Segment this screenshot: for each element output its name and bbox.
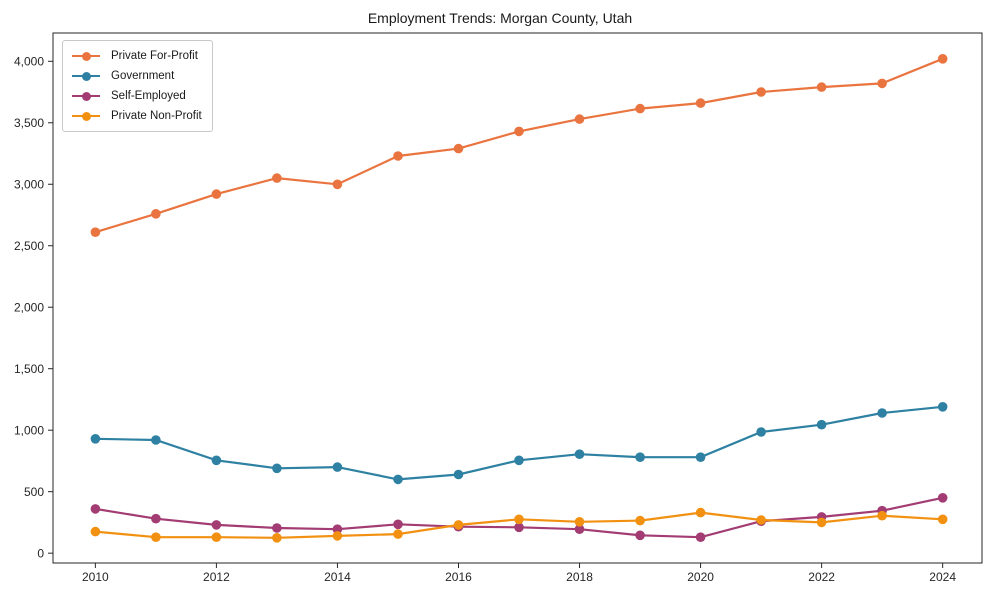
series-line-private-for-profit: [95, 57, 944, 234]
data-point-self-employed: [272, 523, 282, 533]
y-tick-label: 2,000: [14, 300, 44, 314]
data-point-government: [514, 455, 524, 466]
y-tick-label: 3,500: [14, 116, 44, 130]
data-point-private-for-profit: [635, 103, 645, 114]
data-point-government: [211, 455, 222, 466]
y-tick-label: 500: [24, 485, 44, 499]
data-point-private-non-profit: [272, 533, 282, 543]
data-point-private-non-profit: [514, 514, 524, 525]
data-point-private-non-profit: [574, 517, 585, 527]
data-point-private-for-profit: [574, 114, 585, 124]
data-point-private-for-profit: [332, 179, 343, 190]
data-point-self-employed: [211, 520, 222, 530]
plot-border: [52, 32, 983, 564]
data-point-private-non-profit: [877, 510, 887, 521]
data-point-self-employed: [635, 530, 645, 541]
legend-marker-self-employed-icon: [72, 91, 100, 101]
data-point-private-non-profit: [453, 520, 464, 530]
x-tick-label: 2016: [445, 570, 472, 584]
data-point-government: [756, 427, 766, 437]
x-tick-label: 2022: [808, 570, 835, 584]
data-point-private-non-profit: [695, 507, 706, 518]
data-point-private-for-profit: [453, 143, 464, 154]
data-point-private-non-profit: [151, 532, 161, 542]
data-point-private-for-profit: [90, 227, 101, 237]
data-point-government: [877, 408, 887, 418]
legend-marker-government-icon: [72, 71, 100, 81]
data-point-self-employed: [90, 504, 101, 514]
data-point-private-for-profit: [151, 209, 161, 219]
data-point-government: [574, 449, 585, 460]
data-point-private-for-profit: [211, 189, 222, 199]
y-tick-label: 1,000: [14, 423, 44, 437]
chart-title: Employment Trends: Morgan County, Utah: [367, 10, 633, 26]
data-point-self-employed: [937, 493, 948, 503]
x-tick-label: 2020: [687, 570, 714, 584]
y-tick-label: 1,500: [14, 362, 44, 376]
data-point-private-for-profit: [272, 173, 282, 183]
data-point-government: [393, 474, 403, 485]
data-point-private-non-profit: [90, 526, 101, 537]
legend-item-government: Government: [72, 66, 202, 86]
data-point-private-non-profit: [756, 515, 766, 525]
data-point-private-for-profit: [695, 98, 706, 108]
data-point-private-non-profit: [816, 517, 827, 528]
data-point-government: [90, 434, 101, 444]
data-point-private-for-profit: [877, 78, 887, 89]
data-point-government: [272, 463, 282, 474]
legend-item-private-non-profit: Private Non-Profit: [72, 106, 202, 126]
data-point-government: [453, 469, 464, 480]
y-tick-label: 0: [37, 546, 44, 560]
data-point-private-non-profit: [635, 515, 645, 526]
series-line-government: [95, 405, 943, 481]
data-point-self-employed: [574, 524, 585, 534]
legend-marker-private-for-profit-icon: [72, 51, 100, 61]
legend-marker-private-non-profit-icon: [72, 111, 100, 121]
legend-label-self-employed: Self-Employed: [111, 90, 186, 102]
data-point-private-for-profit: [756, 87, 766, 97]
data-point-self-employed: [695, 532, 706, 542]
legend-label-private-for-profit: Private For-Profit: [111, 50, 198, 62]
data-point-private-for-profit: [816, 82, 827, 92]
data-point-private-for-profit: [393, 151, 403, 161]
data-point-government: [151, 435, 161, 445]
data-point-self-employed: [393, 519, 403, 530]
y-tick-label: 3,000: [14, 177, 44, 191]
data-point-self-employed: [514, 522, 524, 533]
data-point-self-employed: [332, 524, 343, 534]
data-point-government: [937, 402, 948, 412]
data-point-government: [332, 462, 343, 472]
data-point-government: [635, 452, 645, 463]
data-point-private-non-profit: [332, 531, 343, 541]
data-point-government: [816, 419, 827, 430]
data-point-private-for-profit: [514, 126, 524, 137]
x-tick-label: 2010: [82, 570, 109, 584]
legend-item-self-employed: Self-Employed: [72, 86, 202, 106]
x-tick-label: 2012: [203, 570, 230, 584]
legend-item-private-for-profit: Private For-Profit: [72, 46, 202, 66]
y-tick-label: 4,000: [14, 54, 44, 68]
data-point-private-non-profit: [937, 514, 948, 525]
legend-label-government: Government: [111, 70, 175, 82]
data-point-self-employed: [151, 513, 161, 524]
legend-label-private-non-profit: Private Non-Profit: [111, 110, 202, 122]
data-point-private-non-profit: [211, 532, 222, 542]
x-tick-label: 2014: [324, 570, 351, 584]
data-point-government: [695, 452, 706, 463]
data-point-private-non-profit: [393, 529, 403, 539]
x-tick-label: 2024: [929, 570, 956, 584]
x-tick-label: 2018: [566, 570, 593, 584]
y-tick-label: 2,500: [14, 239, 44, 253]
data-point-private-for-profit: [937, 54, 948, 64]
chart-legend: Private For-Profit Government Self-Emplo…: [62, 40, 213, 132]
